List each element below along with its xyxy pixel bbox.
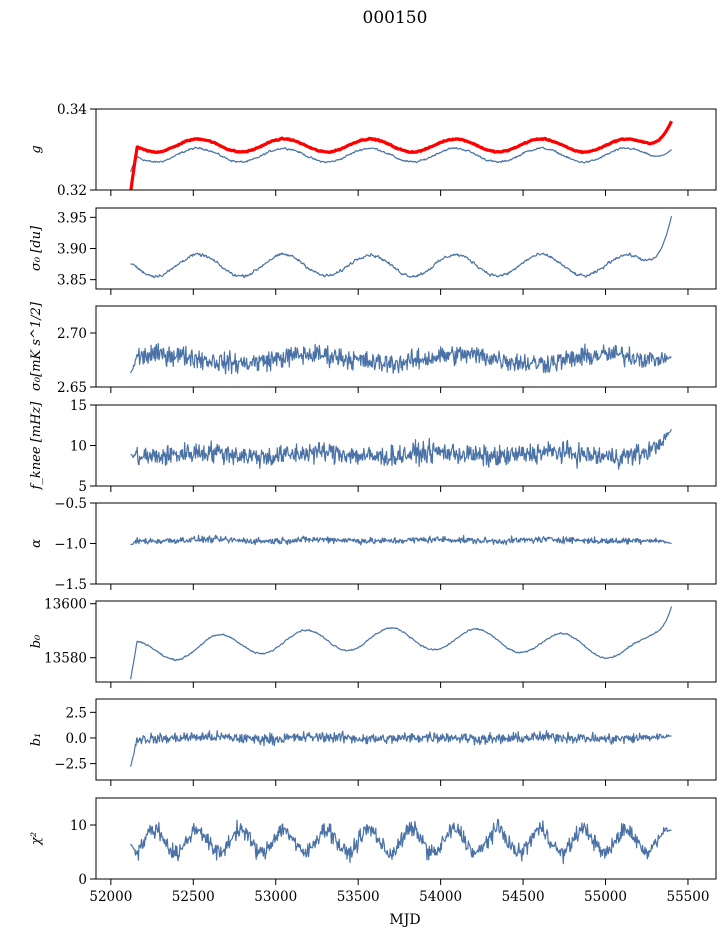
series-line-4-0 <box>130 534 672 546</box>
y-tick-label: 0 <box>78 872 87 888</box>
y-tick-label: 0.34 <box>57 102 87 118</box>
y-tick-label: 3.85 <box>57 273 87 289</box>
panel-7: 0 10 χ² 52000 52500 53000 53500 54000 54500 55000… <box>29 797 717 905</box>
y-tick-label: 2.5 <box>66 705 87 721</box>
series-line-6-0 <box>130 729 672 767</box>
panels: 0.32 0.34 g 3.85 3.90 3.95 σ₀ [du] 2.65 2.70 σ₀[m… <box>29 102 717 905</box>
y-axis-label: σ₀ [du] <box>29 225 44 271</box>
y-tick-label: −1.5 <box>54 577 87 593</box>
series-line-5-0 <box>130 606 673 680</box>
y-tick-label: 2.70 <box>57 326 87 342</box>
axes-frame <box>95 108 717 191</box>
axes-frame <box>95 404 717 487</box>
series-line-7-0 <box>130 818 672 865</box>
y-tick-label: 3.95 <box>57 210 87 226</box>
x-tick-label: 55500 <box>666 889 709 905</box>
x-tick-label: 52000 <box>89 889 132 905</box>
y-axis-label: α <box>29 539 44 548</box>
y-axis-label: b₀ <box>29 634 44 648</box>
x-tick-label: 55000 <box>584 889 627 905</box>
axes-frame <box>95 305 717 388</box>
y-axis-label: σ₀[mK s^1/2] <box>29 301 44 391</box>
axes-frame <box>95 797 717 880</box>
x-tick-label: 53500 <box>337 889 380 905</box>
panel-1: 3.85 3.90 3.95 σ₀ [du] <box>29 207 717 295</box>
y-axis-label: f_knee [mHz] <box>29 401 44 491</box>
series-line-1-0 <box>130 215 673 279</box>
x-axis-label: MJD <box>389 912 420 928</box>
axes-frame <box>95 698 717 781</box>
panel-5: 13580 13600 b₀ <box>29 597 717 688</box>
y-tick-label: −2.5 <box>54 757 87 773</box>
y-axis-label: b₁ <box>29 733 44 747</box>
x-tick-label: 54500 <box>502 889 545 905</box>
y-tick-label: 2.65 <box>57 380 87 396</box>
panel-4: −1.5 −1.0 −0.5 α <box>29 496 717 593</box>
y-axis-label: g <box>29 145 44 153</box>
series-line-0-1 <box>129 120 673 190</box>
y-tick-label: 13600 <box>44 597 87 613</box>
y-tick-label: −0.5 <box>54 496 87 512</box>
x-tick-label: 52500 <box>172 889 215 905</box>
y-tick-label: 10 <box>70 818 87 834</box>
y-tick-label: −1.0 <box>54 537 87 553</box>
x-tick-label: 53000 <box>254 889 297 905</box>
y-tick-label: 15 <box>70 398 87 414</box>
series-line-0-0 <box>130 146 672 172</box>
axes-frame <box>95 600 717 683</box>
panel-0: 0.32 0.34 g <box>29 102 717 199</box>
y-tick-label: 5 <box>78 479 87 495</box>
y-axis-label: χ² <box>29 832 44 846</box>
y-tick-label: 0.0 <box>66 731 87 747</box>
panel-2: 2.65 2.70 σ₀[mK s^1/2] <box>29 301 717 396</box>
panel-6: −2.5 0.0 2.5 b₁ <box>29 698 717 786</box>
y-tick-label: 13580 <box>44 651 87 667</box>
axes-frame <box>95 207 717 290</box>
series-line-3-0 <box>130 428 672 470</box>
axes-frame <box>95 502 717 585</box>
figure-title: 000150 <box>363 8 428 28</box>
y-tick-label: 10 <box>70 439 87 455</box>
series-line-2-0 <box>130 343 672 375</box>
y-tick-label: 0.32 <box>57 183 87 199</box>
panel-3: 5 10 15 f_knee [mHz] <box>29 398 717 495</box>
y-tick-label: 3.90 <box>57 242 87 258</box>
x-tick-label: 54000 <box>419 889 462 905</box>
